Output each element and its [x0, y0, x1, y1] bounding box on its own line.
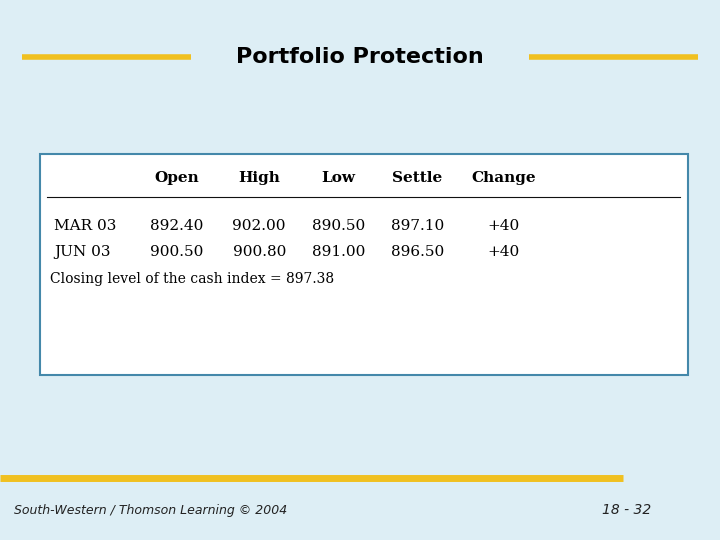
Text: High: High: [238, 171, 280, 185]
Text: MAR 03: MAR 03: [54, 219, 117, 233]
Text: 900.50: 900.50: [150, 245, 203, 259]
Text: JUN 03: JUN 03: [54, 245, 110, 259]
FancyBboxPatch shape: [40, 154, 688, 375]
Text: Portfolio Protection: Portfolio Protection: [236, 46, 484, 67]
Text: Open: Open: [154, 171, 199, 185]
Text: +40: +40: [488, 219, 520, 233]
Text: Closing level of the cash index = 897.38: Closing level of the cash index = 897.38: [50, 272, 335, 286]
Text: 892.40: 892.40: [150, 219, 203, 233]
Text: 902.00: 902.00: [233, 219, 286, 233]
Text: +40: +40: [488, 245, 520, 259]
Text: Change: Change: [472, 171, 536, 185]
Text: 18 - 32: 18 - 32: [602, 503, 651, 517]
Text: 897.10: 897.10: [391, 219, 444, 233]
Text: 891.00: 891.00: [312, 245, 365, 259]
Text: Low: Low: [321, 171, 356, 185]
Text: Settle: Settle: [392, 171, 443, 185]
Text: 890.50: 890.50: [312, 219, 365, 233]
Text: South-Western / Thomson Learning © 2004: South-Western / Thomson Learning © 2004: [14, 504, 288, 517]
Text: 896.50: 896.50: [391, 245, 444, 259]
Text: 900.80: 900.80: [233, 245, 286, 259]
